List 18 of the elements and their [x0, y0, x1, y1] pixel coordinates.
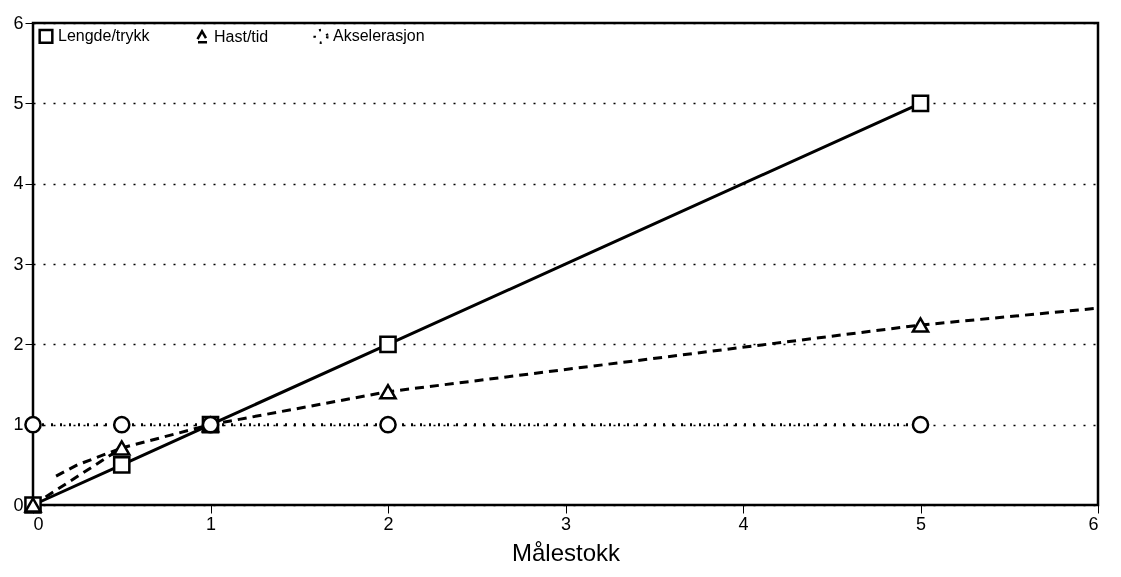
y-tick-label: 5 — [13, 92, 24, 113]
x-tick-label: 5 — [915, 513, 927, 534]
y-tick-label: 4 — [13, 173, 24, 194]
legend-label: Hast/tid — [214, 27, 269, 45]
x-tick-label: 1 — [205, 513, 217, 534]
x-tick-label: 2 — [383, 513, 394, 534]
y-tick-label: 0 — [13, 494, 24, 515]
y-tick-label: 3 — [13, 253, 24, 274]
y-tick-label: 2 — [13, 333, 24, 354]
x-tick-label: 3 — [560, 513, 572, 534]
legend-label: Akselerasjon — [333, 27, 425, 45]
y-tick-label: 1 — [13, 414, 24, 435]
x-tick-label: 0 — [33, 513, 44, 534]
y-tick-label: 6 — [13, 12, 24, 33]
legend-label: Lengde/trykk — [58, 27, 151, 45]
x-tick-label: 4 — [738, 513, 749, 534]
x-tick-label: 6 — [1088, 513, 1099, 534]
x-axis-title: Målestokk — [511, 538, 622, 566]
